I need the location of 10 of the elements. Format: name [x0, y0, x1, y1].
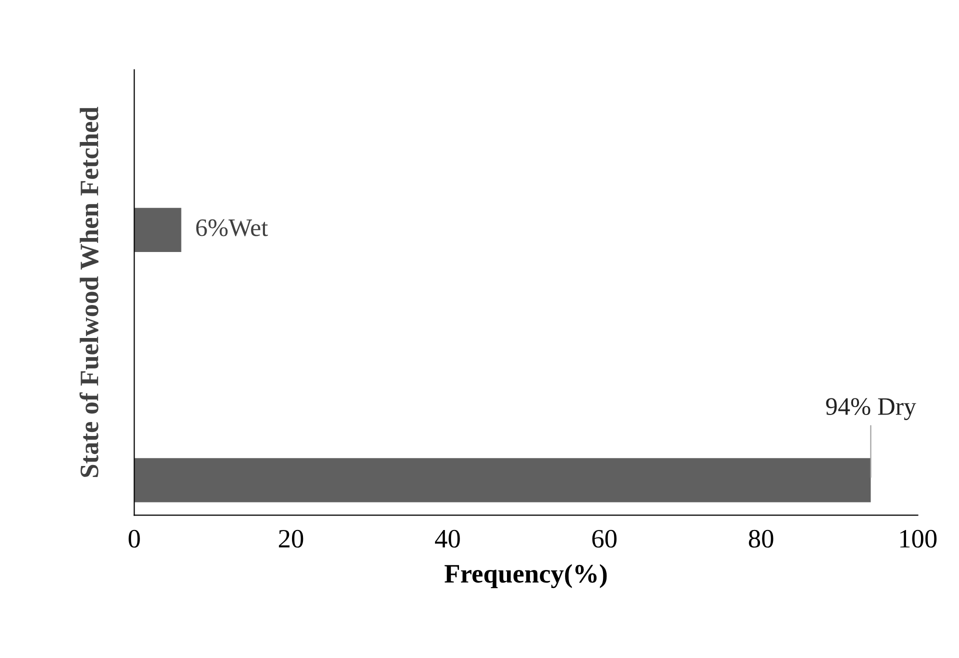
data-label: 94% Dry: [826, 398, 916, 420]
x-axis-title: Frequency(%): [444, 564, 607, 588]
x-tick-label: 60: [592, 530, 617, 548]
data-label: 6%Wet: [196, 219, 268, 236]
x-tick-label: 40: [434, 530, 460, 548]
y-axis-title: State of Fuelwood When Fetched: [80, 106, 98, 478]
x-tick-label: 100: [900, 530, 937, 548]
x-tick-label: 0: [128, 530, 140, 548]
x-tick-label: 20: [278, 530, 304, 548]
x-tick-label: 80: [748, 530, 774, 548]
